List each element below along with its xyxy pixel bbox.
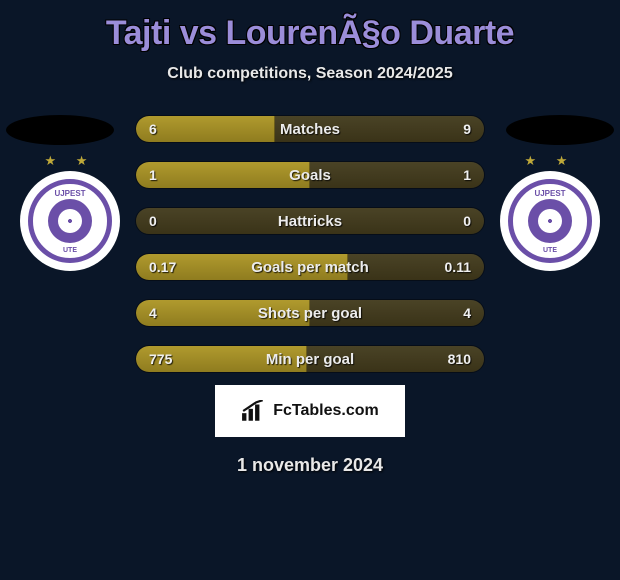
shadow-right	[506, 115, 614, 145]
badge-inner-right: UJPEST 1885 UTE	[508, 179, 592, 263]
brand-attribution: FcTables.com	[215, 385, 405, 437]
shadow-left	[6, 115, 114, 145]
snapshot-date: 1 november 2024	[0, 455, 620, 476]
brand-text: FcTables.com	[273, 402, 379, 420]
stat-row: 1Goals1	[135, 161, 485, 189]
stat-label: Min per goal	[135, 351, 485, 368]
star-icon: ★ ★	[20, 153, 120, 169]
club-badge-left: ★ ★ UJPEST 1885 UTE	[20, 171, 120, 271]
stat-row: 0.17Goals per match0.11	[135, 253, 485, 281]
badge-center-right	[528, 199, 572, 243]
stat-value-right: 0.11	[445, 259, 471, 275]
badge-club-name-right: UJPEST	[534, 189, 565, 198]
stat-row: 6Matches9	[135, 115, 485, 143]
badge-inner-left: UJPEST 1885 UTE	[28, 179, 112, 263]
stat-value-right: 0	[463, 213, 471, 229]
badge-club-name-left: UJPEST	[54, 189, 85, 198]
stat-value-right: 810	[448, 351, 471, 367]
stat-row: 0Hattricks0	[135, 207, 485, 235]
football-icon	[538, 209, 562, 233]
badge-suffix-right: UTE	[543, 247, 557, 254]
stat-label: Goals	[135, 167, 485, 184]
comparison-title: Tajti vs LourenÃ§o Duarte	[0, 0, 620, 53]
stat-label: Hattricks	[135, 213, 485, 230]
stat-value-right: 4	[463, 305, 471, 321]
season-subtitle: Club competitions, Season 2024/2025	[0, 65, 620, 83]
chart-icon	[241, 400, 267, 422]
comparison-content: ★ ★ UJPEST 1885 UTE ★ ★ UJPEST 1885 UTE …	[0, 115, 620, 375]
stat-row: 775Min per goal810	[135, 345, 485, 373]
club-badge-right: ★ ★ UJPEST 1885 UTE	[500, 171, 600, 271]
stat-value-right: 1	[463, 167, 471, 183]
badge-suffix-left: UTE	[63, 247, 77, 254]
badge-center-left	[48, 199, 92, 243]
star-icon: ★ ★	[500, 153, 600, 169]
stat-label: Goals per match	[135, 259, 485, 276]
stat-label: Shots per goal	[135, 305, 485, 322]
stats-list: 6Matches9 1Goals1 0Hattricks0 0.17Goals per…	[135, 115, 485, 391]
stat-row: 4Shots per goal4	[135, 299, 485, 327]
football-icon	[58, 209, 82, 233]
stat-value-right: 9	[463, 121, 471, 137]
stat-label: Matches	[135, 121, 485, 138]
